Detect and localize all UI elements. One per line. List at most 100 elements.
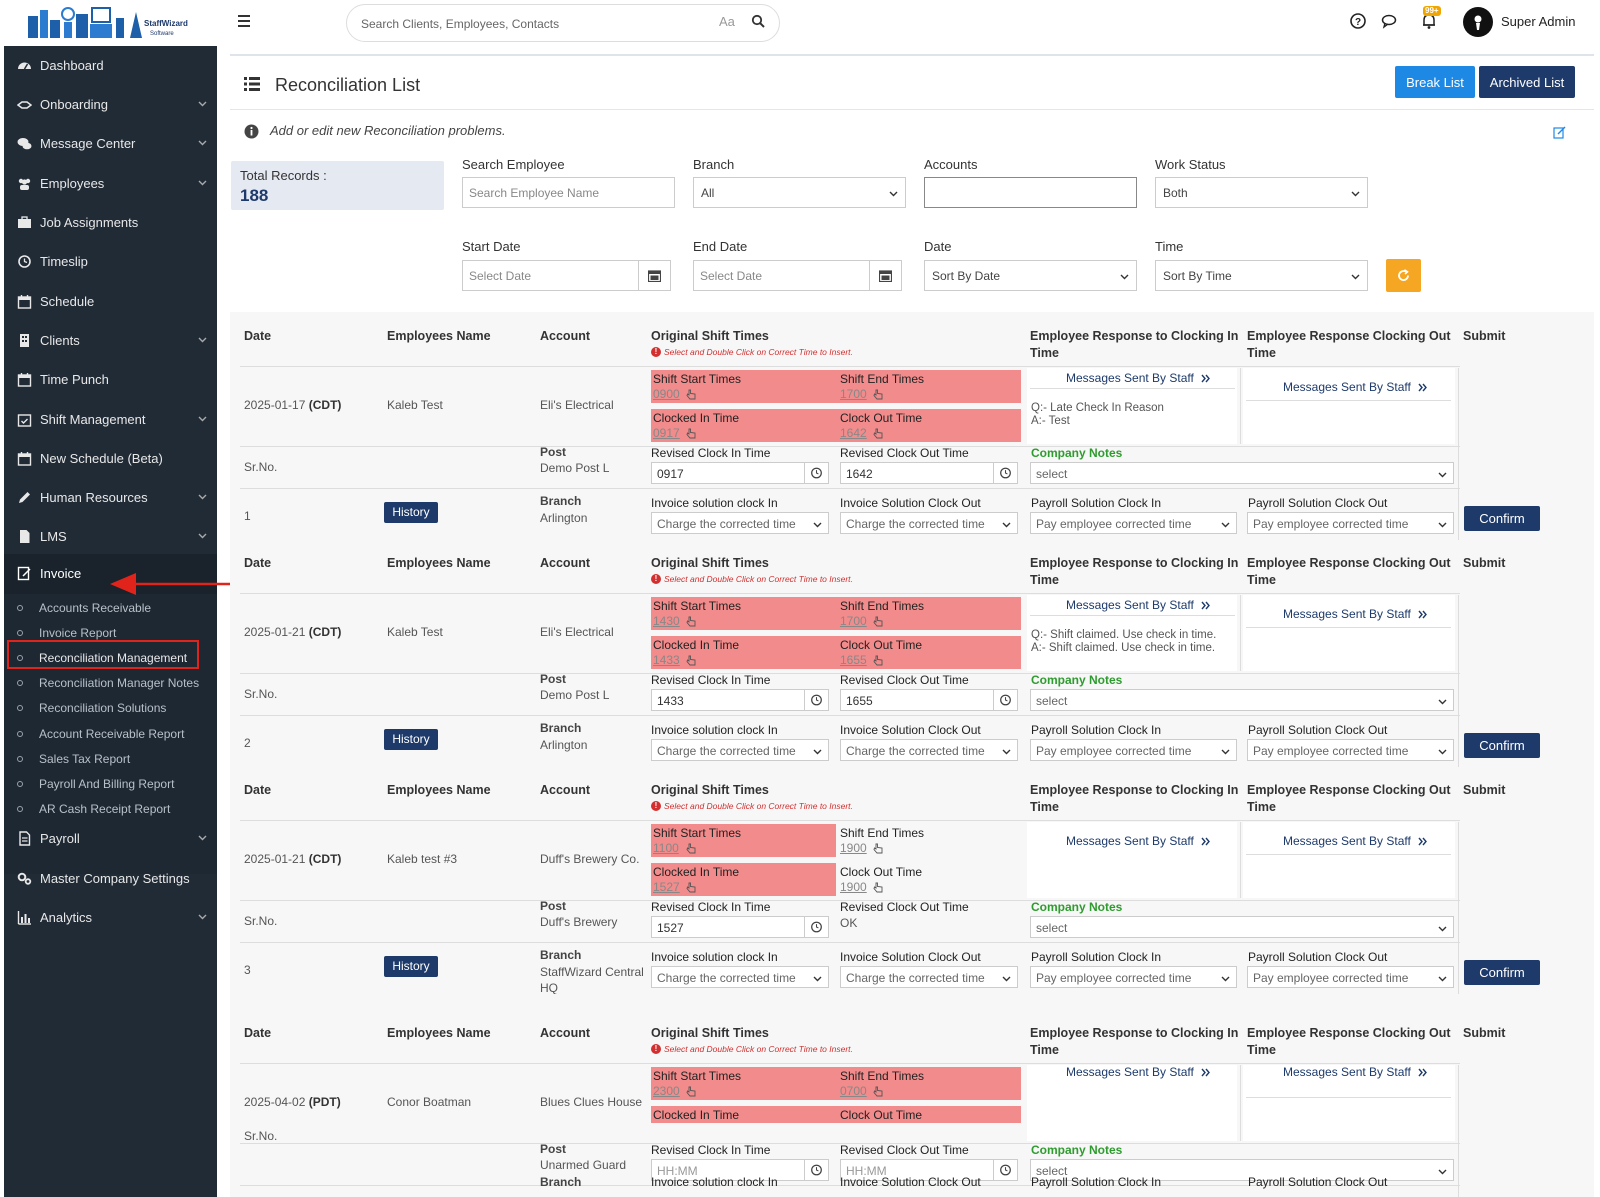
messages-sent-out-link[interactable]: Messages Sent By Staff [1283, 1065, 1427, 1079]
subnav-account-receivable-report[interactable]: Account Receivable Report [4, 723, 217, 745]
shift-start-time[interactable]: 0900 [653, 387, 680, 401]
sidebar-item-onboarding[interactable]: Onboarding [4, 88, 217, 120]
shift-end-time[interactable]: 1700 [840, 387, 867, 401]
company-notes-select[interactable]: select [1030, 689, 1454, 711]
clock-icon[interactable] [804, 463, 828, 483]
messages-sent-in-link[interactable]: Messages Sent By Staff [1066, 1065, 1210, 1079]
revised-clock-out-input[interactable]: 1655 [840, 689, 1018, 711]
sidebar-item-schedule[interactable]: Schedule [4, 285, 217, 317]
subnav-reconciliation-manager-notes[interactable]: Reconciliation Manager Notes [4, 672, 217, 694]
payroll-clock-out-select[interactable]: Pay employee corrected time [1247, 739, 1454, 761]
start-date-calendar-button[interactable] [639, 260, 671, 291]
history-button[interactable]: History [384, 502, 438, 523]
payroll-clock-in-select[interactable]: Pay employee corrected time [1030, 966, 1237, 988]
user-name[interactable]: Super Admin [1501, 14, 1576, 29]
clock-out-time[interactable]: 1642 [840, 426, 867, 440]
date-sort-select[interactable]: Sort By Date [924, 260, 1137, 291]
clocked-in-time[interactable]: 1433 [653, 653, 680, 667]
messages-sent-out-link[interactable]: Messages Sent By Staff [1283, 380, 1427, 394]
payroll-clock-out-select[interactable]: Pay employee corrected time [1247, 966, 1454, 988]
sidebar-item-analytics[interactable]: Analytics [4, 901, 217, 933]
subnav-reconciliation-management[interactable]: Reconciliation Management [4, 647, 217, 669]
sidebar-item-job-assignments[interactable]: Job Assignments [4, 206, 217, 238]
clock-icon[interactable] [993, 690, 1017, 710]
clock-icon[interactable] [804, 1160, 828, 1180]
messages-sent-out-link[interactable]: Messages Sent By Staff [1283, 834, 1427, 848]
sidebar-item-timeslip[interactable]: Timeslip [4, 245, 217, 277]
sidebar-item-master-company-settings[interactable]: Master Company Settings [4, 862, 217, 894]
messages-sent-in-link[interactable]: Messages Sent By Staff [1066, 371, 1210, 385]
start-date-input[interactable] [462, 260, 639, 291]
messages-sent-out-link[interactable]: Messages Sent By Staff [1283, 607, 1427, 621]
history-button[interactable]: History [384, 956, 438, 977]
revised-clock-in-input[interactable]: 0917 [651, 462, 829, 484]
clock-icon[interactable] [804, 917, 828, 937]
shift-start-time[interactable]: 1430 [653, 614, 680, 628]
staffwizard-logo[interactable]: StaffWizard Software [26, 4, 194, 42]
break-list-button[interactable]: Break List [1395, 66, 1475, 98]
payroll-clock-out-select[interactable]: Pay employee corrected time [1247, 512, 1454, 534]
search-icon[interactable] [751, 14, 765, 28]
global-search-input[interactable] [361, 14, 691, 34]
clock-icon[interactable] [993, 463, 1017, 483]
clock-out-time[interactable]: 1655 [840, 653, 867, 667]
history-button[interactable]: History [384, 729, 438, 750]
chat-icon[interactable] [1380, 12, 1398, 30]
end-date-calendar-button[interactable] [870, 260, 902, 291]
match-case-toggle[interactable]: Aa [719, 14, 735, 29]
invoice-clock-in-select[interactable]: Charge the corrected time [651, 966, 829, 988]
company-notes-select[interactable]: select [1030, 916, 1454, 938]
clocked-in-time[interactable]: 1527 [653, 880, 680, 894]
confirm-button[interactable]: Confirm [1464, 733, 1540, 758]
sidebar-item-shift-management[interactable]: Shift Management [4, 403, 217, 435]
sidebar-item-employees[interactable]: Employees [4, 167, 217, 199]
messages-sent-in-link[interactable]: Messages Sent By Staff [1066, 834, 1210, 848]
subnav-payroll-billing-report[interactable]: Payroll And Billing Report [4, 773, 217, 795]
clock-icon[interactable] [993, 1160, 1017, 1180]
revised-clock-in-input[interactable]: 1433 [651, 689, 829, 711]
sidebar-item-human-resources[interactable]: Human Resources [4, 481, 217, 513]
edit-icon[interactable] [1553, 126, 1566, 139]
company-notes-select[interactable]: select [1030, 462, 1454, 484]
clocked-in-time[interactable]: 0917 [653, 426, 680, 440]
clock-icon[interactable] [804, 690, 828, 710]
messages-sent-in-link[interactable]: Messages Sent By Staff [1066, 598, 1210, 612]
revised-clock-in-input[interactable]: 1527 [651, 916, 829, 938]
time-sort-select[interactable]: Sort By Time [1155, 260, 1368, 291]
sidebar-item-lms[interactable]: LMS [4, 520, 217, 552]
refresh-button[interactable] [1386, 259, 1421, 292]
confirm-button[interactable]: Confirm [1464, 506, 1540, 531]
shift-end-time[interactable]: 0700 [840, 1084, 867, 1098]
company-notes-select[interactable]: select [1030, 1159, 1454, 1181]
subnav-ar-cash-receipt-report[interactable]: AR Cash Receipt Report [4, 798, 217, 820]
payroll-clock-in-select[interactable]: Pay employee corrected time [1030, 739, 1237, 761]
subnav-sales-tax-report[interactable]: Sales Tax Report [4, 748, 217, 770]
revised-clock-out-input[interactable]: HH:MM [840, 1159, 1018, 1181]
revised-clock-in-input[interactable]: HH:MM [651, 1159, 829, 1181]
archived-list-button[interactable]: Archived List [1479, 66, 1575, 98]
sidebar-item-time-punch[interactable]: Time Punch [4, 363, 217, 395]
hamburger-menu-icon[interactable] [238, 15, 252, 27]
sidebar-item-clients[interactable]: Clients [4, 324, 217, 356]
end-date-input[interactable] [693, 260, 870, 291]
invoice-clock-in-select[interactable]: Charge the corrected time [651, 512, 829, 534]
sidebar-item-message-center[interactable]: Message Center [4, 127, 217, 159]
invoice-clock-out-select[interactable]: Charge the corrected time [840, 739, 1018, 761]
invoice-clock-out-select[interactable]: Charge the corrected time [840, 966, 1018, 988]
subnav-reconciliation-solutions[interactable]: Reconciliation Solutions [4, 697, 217, 719]
branch-select[interactable]: All [693, 177, 906, 208]
sidebar-item-invoice[interactable]: Invoice [4, 554, 217, 594]
shift-end-time[interactable]: 1900 [840, 841, 867, 855]
confirm-button[interactable]: Confirm [1464, 960, 1540, 985]
avatar[interactable] [1463, 7, 1493, 37]
shift-end-time[interactable]: 1700 [840, 614, 867, 628]
accounts-select[interactable] [924, 177, 1137, 208]
work-status-select[interactable]: Both [1155, 177, 1368, 208]
invoice-clock-out-select[interactable]: Charge the corrected time [840, 512, 1018, 534]
shift-start-time[interactable]: 2300 [653, 1084, 680, 1098]
subnav-invoice-report[interactable]: Invoice Report [4, 622, 217, 644]
shift-start-time[interactable]: 1100 [653, 841, 679, 855]
sidebar-item-payroll[interactable]: Payroll [4, 822, 217, 854]
sidebar-item-new-schedule[interactable]: New Schedule (Beta) [4, 442, 217, 474]
payroll-clock-in-select[interactable]: Pay employee corrected time [1030, 512, 1237, 534]
